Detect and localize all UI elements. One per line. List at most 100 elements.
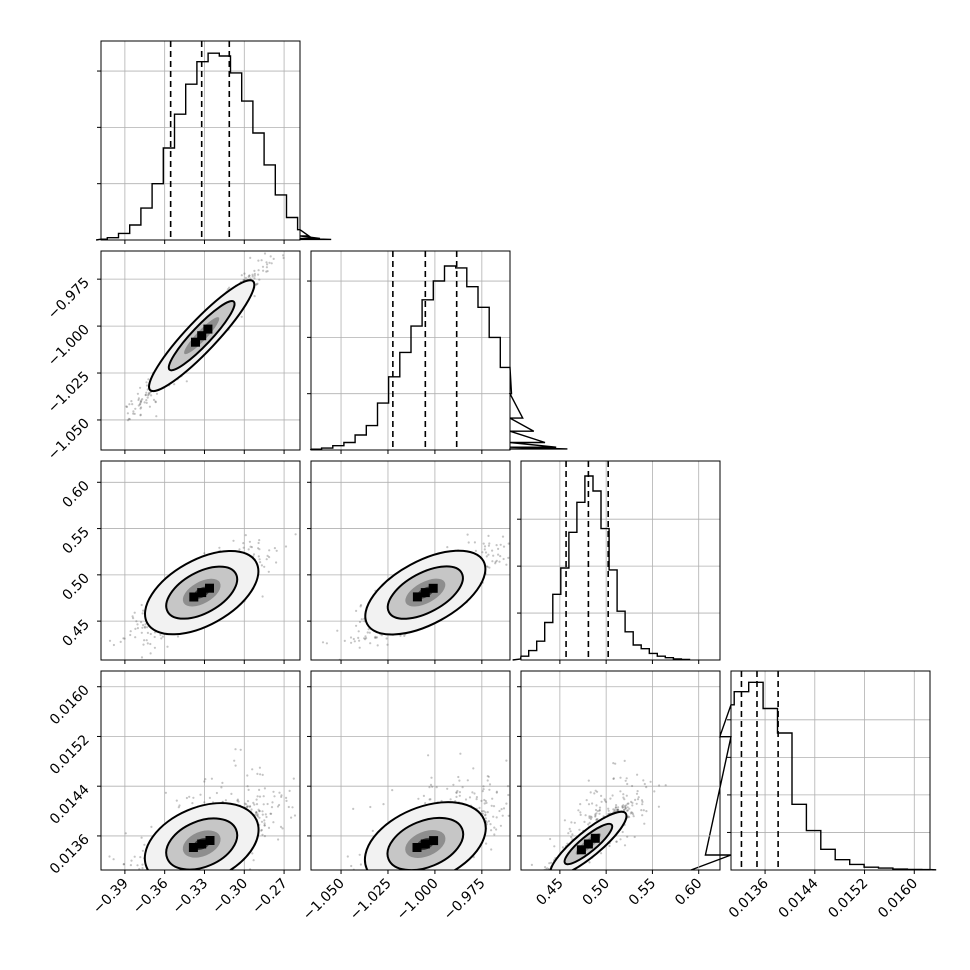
scatter-point xyxy=(288,789,291,793)
scatter-point xyxy=(127,871,129,873)
scatter-point xyxy=(139,874,141,876)
scatter-point xyxy=(369,882,371,884)
scatter-point xyxy=(541,876,543,878)
scatter-point xyxy=(466,779,469,782)
scatter-point xyxy=(261,773,264,777)
scatter-point xyxy=(183,876,185,878)
scatter-point xyxy=(616,808,619,811)
scatter-point xyxy=(248,274,251,277)
scatter-point xyxy=(492,554,495,557)
scatter-point xyxy=(507,814,510,817)
scatter-point xyxy=(140,631,143,634)
scatter-point xyxy=(486,565,489,568)
scatter-point xyxy=(424,802,427,805)
scatter-point xyxy=(391,789,394,792)
scatter-point xyxy=(382,803,385,806)
density-peak xyxy=(412,592,422,602)
scatter-point xyxy=(362,874,364,876)
panel-frame-3-1 xyxy=(310,670,511,871)
scatter-point xyxy=(178,804,181,807)
histogram-0 xyxy=(95,52,332,241)
scatter-point xyxy=(108,855,111,858)
scatter-point xyxy=(228,286,231,289)
density-peak xyxy=(197,839,207,849)
scatter-point xyxy=(579,813,582,817)
scatter-point xyxy=(261,833,264,836)
scatter-point xyxy=(124,832,127,835)
scatter-point xyxy=(232,539,235,542)
scatter-point xyxy=(494,562,497,565)
scatter-point xyxy=(617,808,620,812)
scatter-point xyxy=(255,283,258,286)
scatter-point xyxy=(244,276,247,279)
scatter-point xyxy=(158,871,160,873)
histogram-1 xyxy=(309,265,568,451)
scatter-point xyxy=(154,401,157,404)
scatter-point xyxy=(292,777,295,780)
scatter-point xyxy=(290,816,293,819)
scatter-point xyxy=(136,864,139,867)
scatter-point xyxy=(133,855,136,858)
scatter-point xyxy=(136,623,139,626)
scatter-point xyxy=(587,823,590,826)
scatter-point xyxy=(374,871,376,873)
scatter-point xyxy=(137,397,140,400)
scatter-point xyxy=(249,805,252,808)
scatter-point xyxy=(389,874,391,876)
scatter-point xyxy=(484,814,487,817)
scatter-point xyxy=(482,785,485,788)
hist-frame-1 xyxy=(310,250,511,451)
scatter-point xyxy=(140,399,143,402)
scatter-point xyxy=(388,876,390,878)
scatter-point xyxy=(250,808,253,811)
scatter-point xyxy=(385,873,387,875)
scatter-point xyxy=(474,549,477,553)
scatter-point xyxy=(547,876,549,878)
scatter-point xyxy=(141,398,144,401)
scatter-point xyxy=(389,872,391,874)
scatter-point xyxy=(128,418,131,421)
scatter-point xyxy=(483,798,486,802)
scatter-point xyxy=(396,875,398,877)
scatter-point xyxy=(493,826,496,829)
scatter-point xyxy=(234,764,237,767)
scatter-point xyxy=(145,384,149,387)
scatter-point xyxy=(289,243,291,245)
scatter-point xyxy=(446,787,449,790)
scatter-point xyxy=(632,815,635,818)
scatter-point xyxy=(524,770,526,772)
scatter-point xyxy=(280,794,283,797)
scatter-point xyxy=(624,779,627,782)
scatter-point xyxy=(435,786,438,789)
density-peak xyxy=(197,331,207,341)
scatter-point xyxy=(505,563,508,566)
scatter-point xyxy=(488,783,492,786)
scatter-point xyxy=(258,548,261,551)
scatter-point xyxy=(481,790,484,793)
scatter-point xyxy=(246,805,249,808)
scatter-point xyxy=(130,400,133,403)
scatter-point xyxy=(613,808,616,811)
scatter-point xyxy=(358,853,361,856)
scatter-point xyxy=(251,852,254,855)
scatter-point xyxy=(273,795,276,798)
scatter-point xyxy=(359,863,362,866)
scatter-point xyxy=(272,790,275,793)
scatter-point xyxy=(487,775,490,778)
scatter-point xyxy=(148,392,151,395)
scatter-point xyxy=(203,552,206,555)
scatter-point xyxy=(134,875,136,877)
scatter-point xyxy=(394,870,396,872)
scatter-point xyxy=(282,256,285,260)
scatter-point xyxy=(358,639,361,642)
scatter-point xyxy=(185,873,187,875)
scatter-point xyxy=(497,547,500,551)
scatter-point xyxy=(543,880,545,882)
scatter-point xyxy=(265,266,268,269)
scatter-point xyxy=(321,641,325,644)
hist-frame-2 xyxy=(520,460,721,661)
scatter-point xyxy=(144,623,147,626)
scatter-point xyxy=(259,773,262,776)
scatter-point xyxy=(467,541,470,544)
scatter-point xyxy=(143,401,146,404)
